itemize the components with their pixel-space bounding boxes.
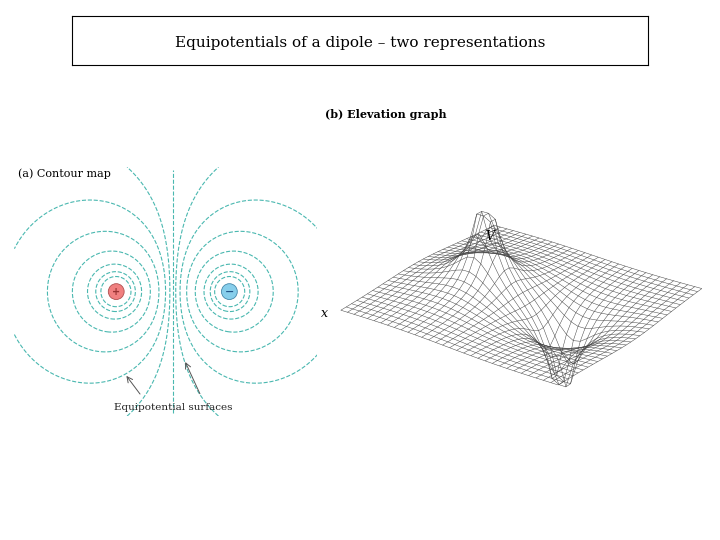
Text: Equipotentials of a dipole – two representations: Equipotentials of a dipole – two represe… xyxy=(175,36,545,50)
Text: −: − xyxy=(225,287,234,296)
Circle shape xyxy=(222,284,238,300)
Text: (a) Contour map: (a) Contour map xyxy=(17,168,110,179)
Text: +: + xyxy=(112,287,120,296)
Circle shape xyxy=(108,284,124,300)
Text: (b) Elevation graph: (b) Elevation graph xyxy=(325,109,446,120)
Text: Equipotential surfaces: Equipotential surfaces xyxy=(114,403,232,412)
